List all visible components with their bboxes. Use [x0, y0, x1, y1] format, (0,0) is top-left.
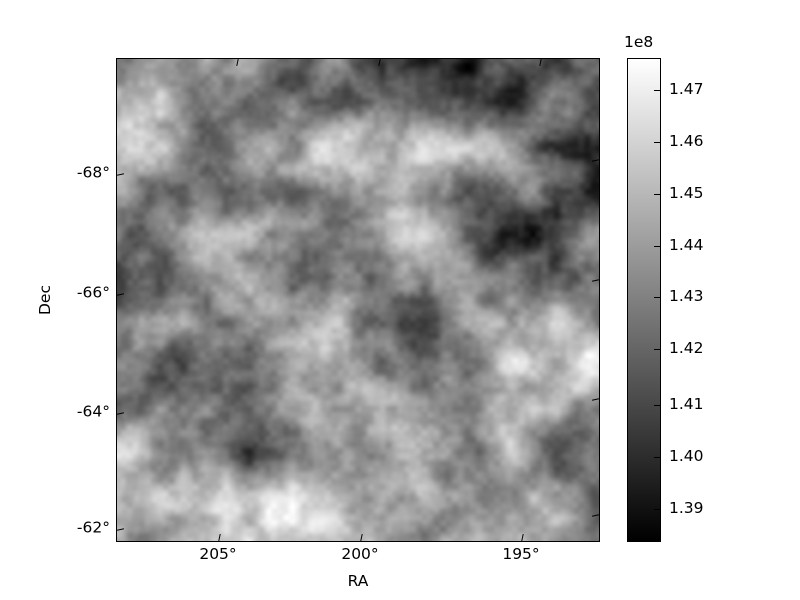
sky-map-image: [117, 59, 599, 541]
y-axis-label: Dec: [36, 285, 54, 315]
colorbar-tick-label: 1.43: [669, 287, 704, 305]
colorbar-tick-mark: [654, 457, 660, 458]
sky-map-axes: [116, 58, 600, 542]
colorbar-tick-label: 1.46: [669, 132, 704, 150]
colorbar-tick-mark: [654, 142, 660, 143]
y-tick-label: -66°: [76, 283, 110, 302]
colorbar-offset-text: 1e8: [624, 33, 654, 51]
x-tick-label: 195°: [502, 545, 540, 563]
colorbar: [627, 58, 661, 542]
colorbar-tick-label: 1.40: [669, 447, 704, 465]
x-tick-label: 200°: [341, 545, 379, 563]
x-tick-label: 205°: [199, 545, 237, 563]
colorbar-tick-mark: [654, 297, 660, 298]
colorbar-tick-mark: [654, 246, 660, 247]
y-tick-label: -64°: [76, 402, 110, 421]
colorbar-tick-label: 1.42: [669, 339, 704, 357]
colorbar-tick-mark: [654, 509, 660, 510]
colorbar-tick-label: 1.45: [669, 184, 704, 202]
x-axis-label: RA: [347, 572, 369, 590]
colorbar-tick-mark: [654, 349, 660, 350]
colorbar-tick-label: 1.44: [669, 236, 704, 254]
colorbar-tick-mark: [654, 405, 660, 406]
y-tick-label: -68°: [76, 163, 110, 182]
colorbar-tick-label: 1.41: [669, 395, 704, 413]
y-tick-label: -62°: [76, 518, 110, 537]
colorbar-tick-label: 1.39: [669, 499, 704, 517]
colorbar-tick-mark: [654, 90, 660, 91]
colorbar-tick-label: 1.47: [669, 80, 704, 98]
colorbar-tick-mark: [654, 194, 660, 195]
